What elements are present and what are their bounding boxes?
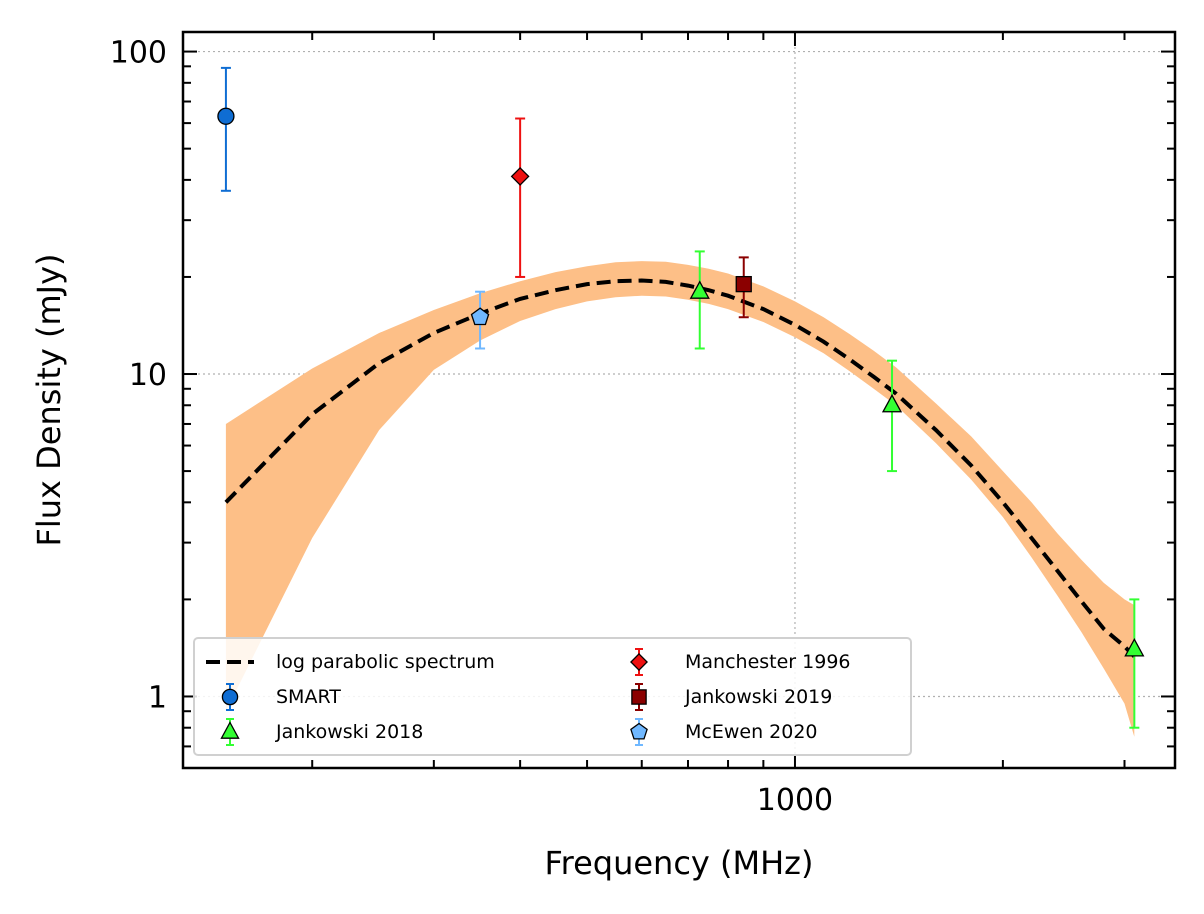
legend-marker — [221, 688, 239, 706]
x-axis-label: Frequency (MHz) — [545, 844, 814, 882]
y-axis-label: Flux Density (mJy) — [30, 253, 68, 546]
data-point — [735, 275, 752, 293]
legend-label: Jankowski 2019 — [684, 686, 832, 708]
legend-marker — [631, 689, 647, 705]
x-tick-label: 1000 — [757, 783, 833, 818]
data-point — [470, 307, 490, 326]
legend-marker — [220, 721, 240, 739]
legend-label: Jankowski 2018 — [275, 721, 423, 743]
y-tick-label: 1 — [148, 680, 167, 715]
plot-frame — [181, 30, 1177, 770]
data-point — [689, 280, 710, 299]
series-mcewen-2020 — [470, 290, 490, 350]
legend: log parabolic spectrum SMART Jankowski 201… — [193, 637, 912, 756]
data-point — [1124, 637, 1145, 657]
series-jankowski-2018 — [689, 250, 1145, 729]
plot-area — [217, 66, 1145, 737]
legend-box — [193, 637, 912, 756]
series-jankowski-2019 — [735, 256, 752, 319]
y-tick-label: 10 — [129, 358, 167, 393]
legend-label: SMART — [276, 686, 341, 708]
legend-label: Manchester 1996 — [685, 651, 851, 673]
legend-label: McEwen 2020 — [685, 721, 818, 743]
data-point — [881, 393, 903, 413]
legend-label: log parabolic spectrum — [276, 651, 495, 673]
series-smart — [217, 66, 235, 192]
legend-marker — [630, 722, 648, 740]
tick-labels: 1000 1 10 100 — [110, 36, 833, 818]
data-point — [217, 107, 235, 125]
y-tick-label: 100 — [110, 36, 167, 71]
legend-marker — [630, 653, 648, 671]
model-uncertainty-band — [225, 261, 1135, 737]
data-point — [510, 167, 530, 186]
model-curve — [224, 278, 1136, 658]
series-manchester-1996 — [510, 117, 530, 278]
